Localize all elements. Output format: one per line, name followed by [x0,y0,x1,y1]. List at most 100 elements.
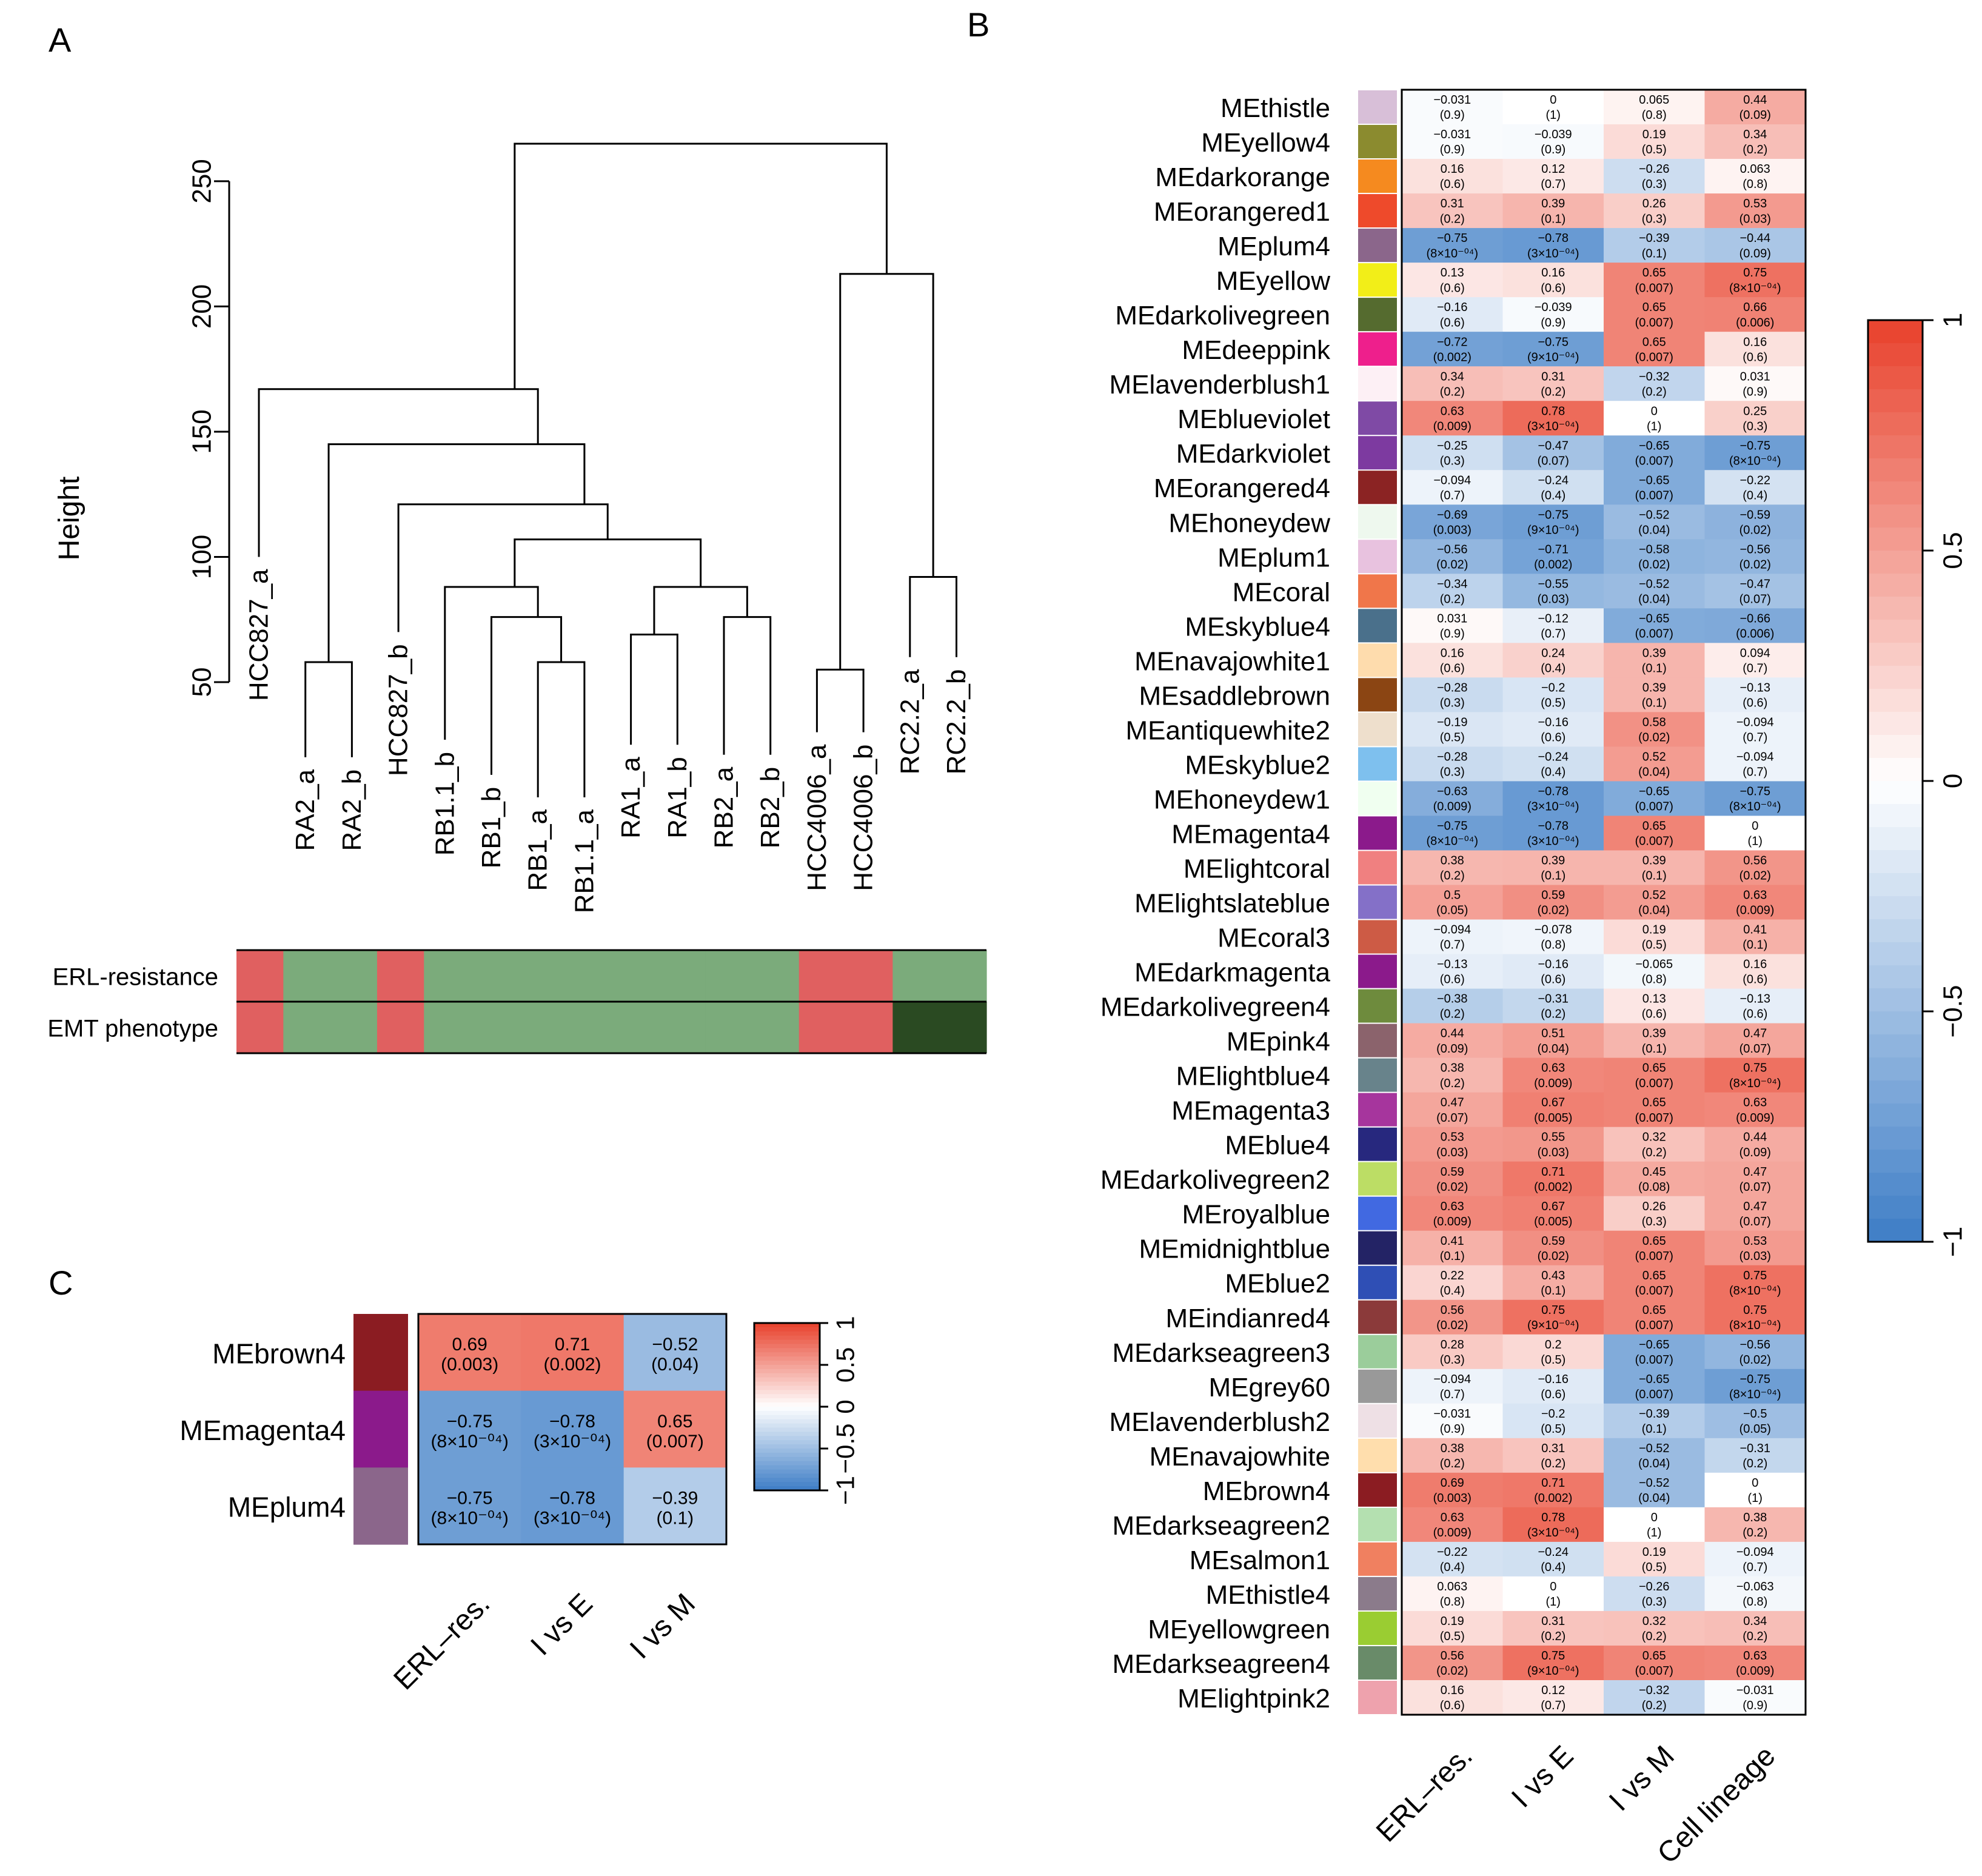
cell-correlation: 0 [1752,820,1758,833]
cell-correlation: −0.031 [1433,93,1471,107]
heatmap-cell [1604,1403,1706,1439]
cell-correlation: −0.56 [1437,543,1468,556]
heatmap-cell [1502,1368,1604,1404]
heatmap-cell [1704,850,1806,886]
colorbar-step [1868,873,1923,897]
cell-pvalue: (0.003) [1433,1492,1471,1505]
cell-correlation: 0.38 [1441,1442,1464,1455]
colorbar-step [1868,919,1923,943]
cell-pvalue: (3×10⁻⁰⁴) [534,1432,611,1452]
cell-correlation: 0.71 [1541,1476,1565,1490]
cell-correlation: 0.65 [1642,1649,1666,1663]
heatmap-cell [1402,124,1504,159]
module-color-swatch [1358,1231,1397,1265]
module-color-swatch [1358,194,1397,228]
cell-pvalue: (8×10⁻⁰⁴) [1729,1077,1781,1090]
colorbar-step [1868,735,1923,759]
cell-correlation: 0.31 [1541,1615,1565,1628]
colorbar-step [754,1478,820,1482]
module-color-swatch [1358,782,1397,816]
cell-correlation: 0.31 [1441,197,1464,210]
cell-correlation: 0 [1550,93,1556,107]
cell-correlation: 0.52 [1642,889,1666,902]
cell-pvalue: (3×10⁻⁰⁴) [1527,1526,1579,1539]
cell-correlation: 0.25 [1743,404,1767,418]
cell-pvalue: (0.5) [1440,731,1465,745]
cell-correlation: −0.75 [447,1489,493,1509]
cell-pvalue: (0.007) [1635,1353,1673,1367]
heatmap-cell [1502,228,1604,263]
cell-pvalue: (0.8) [1642,973,1667,987]
cell-pvalue: (0.07) [1436,1111,1468,1125]
heatmap-cell [1502,1680,1604,1715]
heatmap-cell [1502,1576,1604,1612]
dendrogram-branch [514,142,888,389]
cell-correlation: 0.13 [1642,993,1666,1006]
cell-pvalue: (0.04) [651,1355,698,1375]
heatmap-cell [418,1390,521,1468]
dendrogram-branch [444,586,539,740]
heatmap-cell [1604,746,1706,782]
heatmap-cell [1502,988,1604,1024]
cell-pvalue: (0.7) [1541,628,1565,641]
cell-pvalue: (9×10⁻⁰⁴) [1527,1664,1579,1678]
colorbar-step [1868,551,1923,574]
cell-correlation: −0.59 [1739,508,1770,521]
heatmap-cell [1604,90,1706,125]
y-tick-label: 200 [187,284,217,329]
heatmap-cell [1502,332,1604,367]
cell-pvalue: (0.009) [1736,1111,1774,1125]
heatmap-cell [1402,1368,1504,1404]
module-color-swatch [1358,125,1397,159]
heatmap-cell [1604,1299,1706,1335]
module-label: MEdarkolivegreen4 [1100,993,1330,1022]
trait-cell [377,950,424,1002]
cell-pvalue: (3×10⁻⁰⁴) [1527,835,1579,848]
heatmap-cell [1402,1230,1504,1266]
heatmap-cell [1402,159,1504,194]
module-label: MEplum4 [228,1492,346,1523]
module-color-swatch [1358,1369,1397,1403]
trait-cell [236,1002,284,1053]
cell-pvalue: (0.009) [1736,1664,1774,1678]
module-label: MEbrown4 [1203,1476,1330,1506]
colorbar-step [1868,1127,1923,1150]
cell-correlation: 0.44 [1441,1027,1464,1040]
cell-pvalue: (0.6) [1743,1008,1767,1021]
cell-pvalue: (0.6) [1440,281,1465,295]
module-color-swatch [353,1314,408,1392]
trait-cell [470,950,518,1002]
leaf-label: RA1_b [663,757,692,839]
module-color-swatch [1358,1438,1397,1472]
cell-correlation: −0.094 [1433,1373,1471,1386]
cell-correlation: 0.38 [1441,1062,1464,1075]
cell-correlation: −0.24 [1538,751,1569,764]
heatmap-cell [623,1467,727,1545]
cell-pvalue: (8×10⁻⁰⁴) [1426,835,1478,848]
colorbar-tick-label: 0 [1938,774,1968,788]
colorbar-step [1868,412,1923,436]
cell-pvalue: (9×10⁻⁰⁴) [1527,523,1579,537]
heatmap-cell [1502,1438,1604,1473]
cell-correlation: −0.28 [1437,681,1468,694]
colorbar-step [1868,1011,1923,1035]
module-label: MEmagenta4 [179,1415,346,1446]
heatmap-cell [1604,504,1706,540]
cell-pvalue: (0.2) [1440,869,1465,883]
cell-correlation: −0.12 [1538,612,1569,625]
heatmap-cell [1402,1127,1504,1162]
cell-correlation: 0.63 [1441,404,1464,418]
colorbar-step [754,1432,820,1436]
cell-correlation: −0.52 [1639,1442,1670,1455]
heatmap-cell [1604,539,1706,574]
heatmap-cell [1502,193,1604,229]
colorbar-step [1868,1104,1923,1127]
heatmap-cell [1402,1334,1504,1370]
trait-cell [752,950,800,1002]
module-color-swatch [1358,678,1397,712]
cell-pvalue: (0.04) [1638,904,1670,917]
cell-correlation: −0.24 [1538,474,1569,487]
cell-correlation: −0.75 [1437,232,1468,245]
cell-pvalue: (0.009) [1433,800,1471,814]
cell-pvalue: (0.4) [1541,662,1565,675]
